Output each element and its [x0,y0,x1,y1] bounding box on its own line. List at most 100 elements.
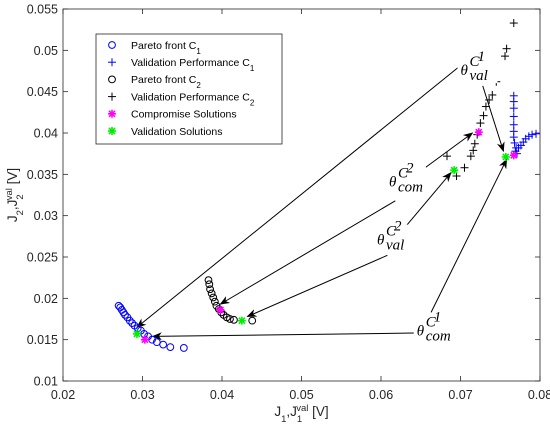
x-tick-label: 0.04 [210,388,234,402]
x-tick-label: 0.05 [289,388,313,402]
point-validation-performance-c2 [466,152,475,161]
annotation-theta-val-c2: θC2 val [374,219,415,254]
data-marks [114,19,541,352]
point-validation-performance-c2 [442,152,451,161]
legend-marker [108,58,116,67]
point-pareto-front-c2 [210,297,219,306]
point-validation-performance-c2 [481,102,490,111]
svg-text:C: C [398,166,409,182]
point-pareto-front-c2 [206,285,214,294]
svg-text:val: val [470,68,488,84]
legend-label: Compromise Solutions [131,109,237,121]
y-tick-label: 0.04 [34,127,58,141]
point-validation-performance-c2 [460,163,469,172]
y-tick-label: 0.015 [27,333,58,347]
annotation-arrow [482,85,505,153]
svg-text:com: com [426,329,451,345]
point-validation-performance-c2 [469,146,478,155]
svg-text:θ: θ [461,63,469,79]
svg-text:2: 2 [394,219,402,235]
legend-label: Validation Solutions [131,126,222,138]
point-compromise-solutions [474,128,483,137]
point-validation-performance-c2 [485,95,494,104]
svg-text:1: 1 [478,49,486,65]
y-tick-label: 0.05 [34,44,58,58]
annotation-arrow [246,254,388,317]
point-validation-solutions [501,152,510,161]
annotation-arrow [151,332,415,341]
y-tick-label: 0.025 [27,251,58,265]
annotation-theta-com-c2: θC2 com [385,161,426,196]
svg-text:C: C [426,315,437,331]
annotation-arrow [400,171,452,233]
point-compromise-solutions [509,151,518,160]
y-tick-label: 0.055 [27,3,58,17]
x-tick-label: 0.06 [369,388,393,402]
point-compromise-solutions [216,305,225,314]
point-validation-performance-c2 [509,19,518,28]
x-axis-label: J1,J1val [V] [274,403,328,425]
legend-label: Pareto front C2 [131,74,201,90]
annotation-arrow [430,158,508,313]
point-pareto-front-c2 [204,276,213,285]
y-tick-label: 0.03 [34,209,58,223]
point-pareto-front-c1 [125,316,134,325]
x-tick-label: 0.03 [130,388,154,402]
point-pareto-front-c2 [209,293,218,302]
annotation-arrow [219,200,396,305]
point-pareto-front-c1 [128,319,137,328]
point-validation-performance-c2 [479,111,488,120]
point-validation-performance-c1 [509,112,518,121]
point-validation-performance-c2 [488,90,497,99]
legend-marker [108,92,116,101]
point-validation-performance-c1 [509,104,518,113]
point-pareto-front-c1 [166,343,175,352]
legend-marker [108,127,116,135]
point-pareto-front-c1 [159,340,168,349]
point-validation-performance-c1 [509,133,518,142]
legend-label: Validation Performance C2 [131,91,255,107]
legend-label: Pareto front C1 [131,40,201,56]
point-pareto-front-c1 [121,310,129,319]
point-validation-performance-c2 [501,52,510,61]
point-validation-solutions [237,316,246,325]
y-tick-label: 0.01 [34,375,58,389]
point-pareto-front-c2 [248,316,257,325]
point-validation-solutions [132,329,141,338]
point-validation-solutions [450,166,459,175]
point-pareto-front-c2 [205,280,214,289]
legend-marker [108,109,116,118]
y-tick-label: 0.02 [34,292,58,306]
y-axis-label: J2,J2val [V] [4,168,26,222]
legend-box [95,33,283,145]
legend-label: Validation Performance C1 [131,57,255,73]
y-tick-label: 0.035 [27,168,58,182]
annotation-theta-val-c1: θC1 val [457,49,498,84]
svg-text:θ: θ [389,175,397,191]
point-validation-performance-c1 [528,130,537,139]
svg-text:com: com [398,180,423,196]
legend-marker [108,75,116,84]
point-pareto-front-c2 [230,315,238,324]
annotation-arrows [136,66,508,341]
svg-text:val: val [386,238,404,254]
point-validation-performance-c2 [470,139,479,148]
annotation-arrow [136,66,460,328]
plot-frame [62,8,541,382]
point-pareto-front-c1 [179,344,188,352]
point-pareto-front-c2 [226,315,234,323]
x-tick-label: 0.02 [51,388,75,402]
svg-text:2: 2 [406,161,414,177]
point-validation-performance-c1 [532,129,541,138]
annotation-theta-com-c1: θC1 com [413,310,454,345]
point-pareto-front-c2 [207,289,216,298]
legend-marker [108,41,116,49]
y-tick-label: 0.045 [27,85,58,99]
point-validation-performance-c1 [524,132,533,141]
point-validation-performance-c2 [476,119,485,128]
svg-text:C: C [470,54,481,70]
x-tick-label: 0.08 [528,388,550,402]
x-tick-label: 0.07 [448,388,472,402]
